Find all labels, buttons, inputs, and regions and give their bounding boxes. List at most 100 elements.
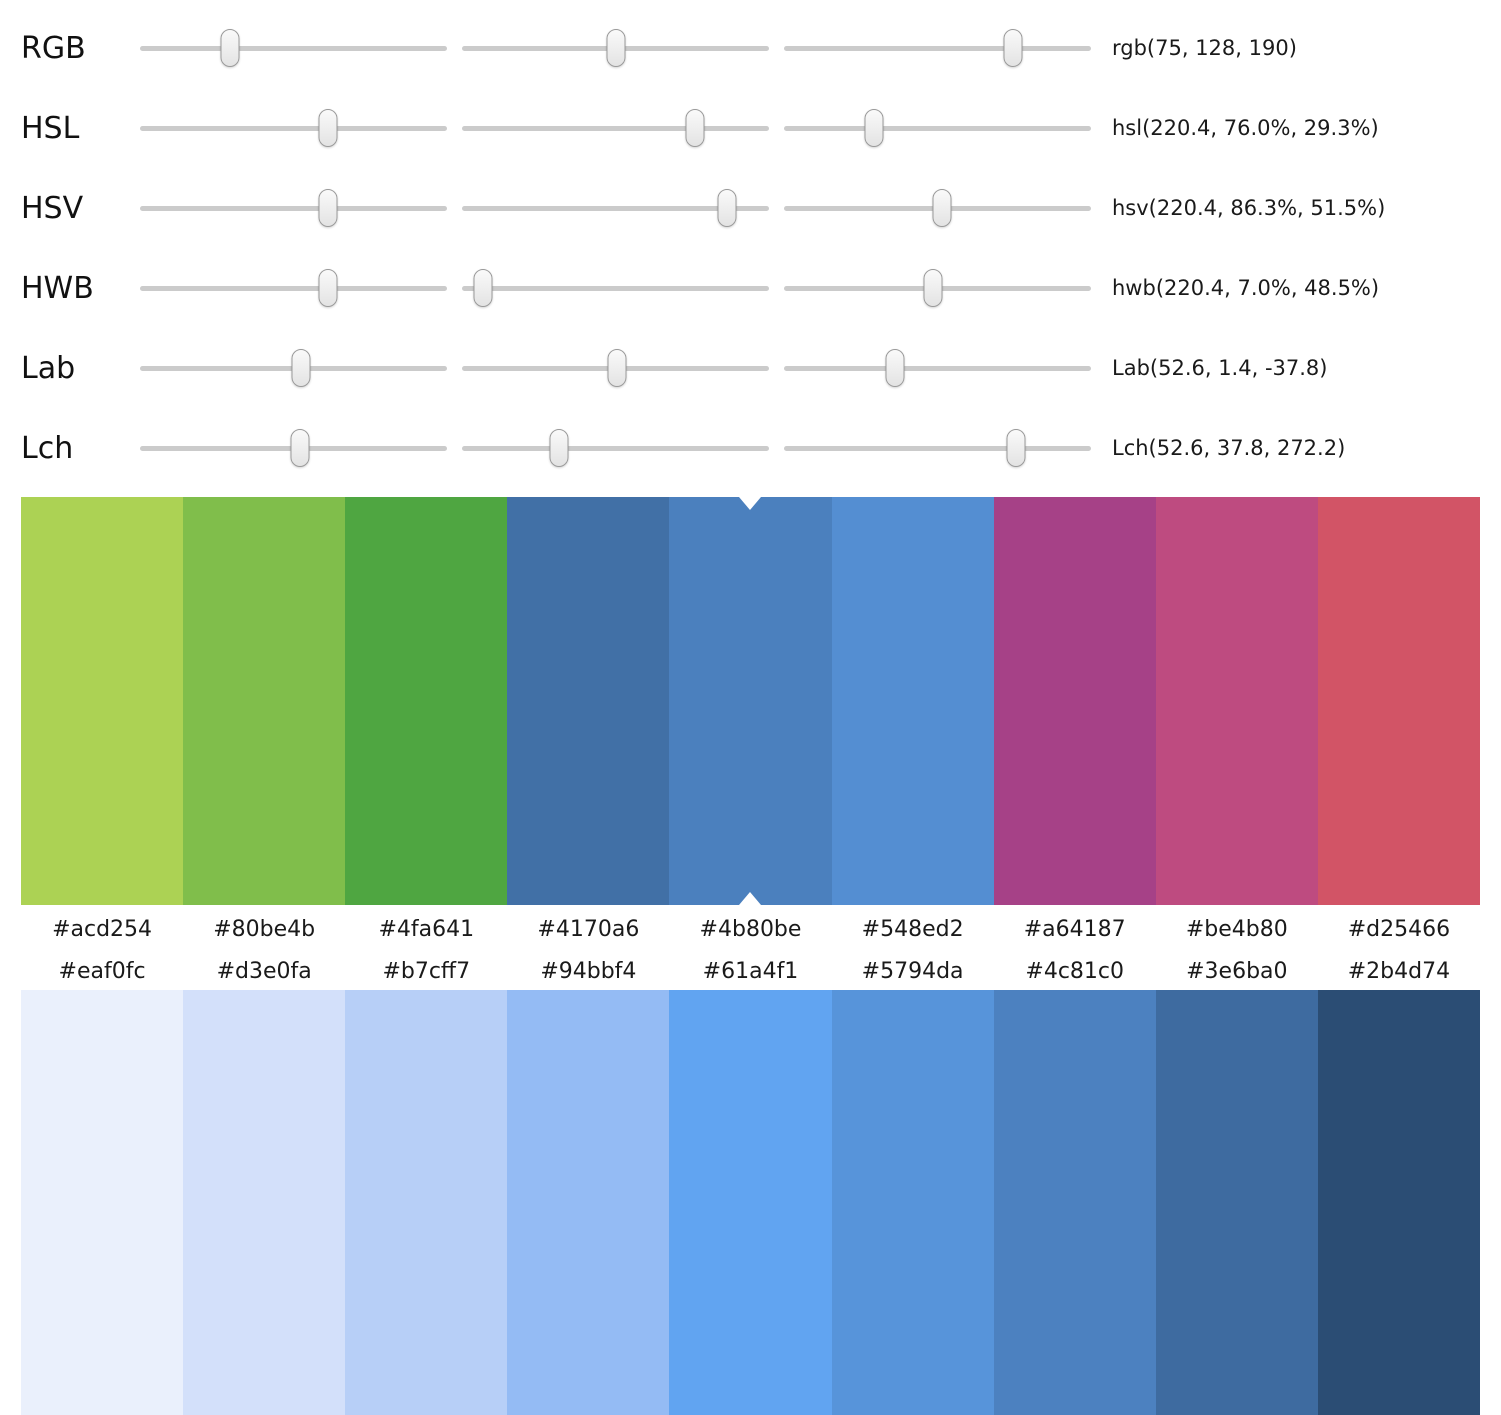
slider-lch-c[interactable] (462, 426, 769, 470)
shade-swatch-2[interactable] (345, 990, 508, 1415)
slider-hsl-s[interactable] (462, 106, 769, 150)
slider-lch-h[interactable] (784, 426, 1091, 470)
shade-hex-0: #eaf0fc (58, 959, 146, 984)
slider-row-lch: Lch Lch(52.6, 37.8, 272.2) (21, 408, 1501, 488)
hue-swatch-4-selected[interactable] (669, 497, 832, 905)
slider-lab-a[interactable] (462, 346, 769, 390)
selected-marker-top-icon (739, 497, 762, 510)
shade-hex-8: #2b4d74 (1347, 959, 1451, 984)
shade-palette (21, 990, 1480, 1415)
shade-swatch-5[interactable] (831, 990, 994, 1415)
slider-lch-l[interactable] (140, 426, 447, 470)
hue-hex-4: #4b80be (699, 916, 802, 942)
hue-hex-2: #4fa641 (378, 916, 475, 942)
hue-swatch-8[interactable] (1317, 497, 1480, 905)
shade-swatch-4[interactable] (669, 990, 832, 1415)
slider-row-lab: Lab Lab(52.6, 1.4, -37.8) (21, 328, 1501, 408)
hue-hex-1: #80be4b (213, 916, 316, 942)
shade-swatch-8[interactable] (1317, 990, 1480, 1415)
hsl-value-text: hsl(220.4, 76.0%, 29.3%) (1112, 116, 1379, 140)
slider-hsl-h[interactable] (140, 106, 447, 150)
slider-handle[interactable] (1006, 429, 1026, 467)
colorspace-label-hsv: HSV (21, 190, 84, 226)
hue-hex-6: #a64187 (1023, 916, 1126, 942)
hue-swatch-5[interactable] (831, 497, 994, 905)
hsl-tracks (140, 106, 1091, 150)
color-slider-panel: RGB rgb(75, 128, 190) HSL (0, 0, 1501, 488)
hue-hex-labels: #acd254 #80be4b #4fa641 #4170a6 #4b80be … (21, 905, 1480, 953)
slider-handle[interactable] (932, 189, 952, 227)
hue-swatch-2[interactable] (345, 497, 508, 905)
slider-row-hsv: HSV hsv(220.4, 86.3%, 51.5%) (21, 168, 1501, 248)
slider-handle[interactable] (864, 109, 884, 147)
shade-hex-labels: #eaf0fc #d3e0fa #b7cff7 #94bbf4 #61a4f1 … (21, 953, 1480, 990)
slider-lab-l[interactable] (140, 346, 447, 390)
slider-rgb-b[interactable] (784, 26, 1091, 70)
shade-hex-3: #94bbf4 (540, 959, 637, 984)
hue-swatch-6[interactable] (993, 497, 1156, 905)
rgb-value-text: rgb(75, 128, 190) (1112, 36, 1297, 60)
slider-handle[interactable] (291, 349, 311, 387)
slider-row-rgb: RGB rgb(75, 128, 190) (21, 8, 1501, 88)
slider-hsv-h[interactable] (140, 186, 447, 230)
hsv-value-text: hsv(220.4, 86.3%, 51.5%) (1112, 196, 1386, 220)
colorspace-label-lab: Lab (21, 350, 76, 386)
shade-hex-4: #61a4f1 (702, 959, 799, 984)
slider-rgb-r[interactable] (140, 26, 447, 70)
colorspace-label-rgb: RGB (21, 30, 86, 66)
slider-hwb-b[interactable] (784, 266, 1091, 310)
shade-swatch-1[interactable] (183, 990, 346, 1415)
shade-hex-2: #b7cff7 (382, 959, 471, 984)
slider-handle[interactable] (549, 429, 569, 467)
hwb-value-text: hwb(220.4, 7.0%, 48.5%) (1112, 276, 1380, 300)
slider-handle[interactable] (1003, 29, 1023, 67)
hue-palette (21, 497, 1480, 905)
lab-tracks (140, 346, 1091, 390)
hue-hex-0: #acd254 (52, 916, 153, 942)
hsv-tracks (140, 186, 1091, 230)
slider-hwb-h[interactable] (140, 266, 447, 310)
slider-row-hwb: HWB hwb(220.4, 7.0%, 48.5%) (21, 248, 1501, 328)
slider-handle[interactable] (318, 189, 338, 227)
slider-handle[interactable] (923, 269, 943, 307)
hue-swatch-7[interactable] (1155, 497, 1318, 905)
slider-handle[interactable] (318, 269, 338, 307)
slider-hsv-s[interactable] (462, 186, 769, 230)
shade-hex-6: #4c81c0 (1025, 959, 1125, 984)
lab-value-text: Lab(52.6, 1.4, -37.8) (1112, 356, 1328, 380)
shade-hex-5: #5794da (861, 959, 964, 984)
shade-swatch-6[interactable] (993, 990, 1156, 1415)
shade-hex-1: #d3e0fa (216, 959, 312, 984)
slider-handle[interactable] (885, 349, 905, 387)
slider-handle[interactable] (318, 109, 338, 147)
hue-swatch-1[interactable] (183, 497, 346, 905)
slider-hsl-l[interactable] (784, 106, 1091, 150)
slider-handle[interactable] (606, 29, 626, 67)
slider-rgb-g[interactable] (462, 26, 769, 70)
hue-hex-7: #be4b80 (1185, 916, 1288, 942)
hwb-tracks (140, 266, 1091, 310)
hue-swatch-0[interactable] (21, 497, 184, 905)
hue-hex-8: #d25466 (1347, 916, 1451, 942)
slider-handle[interactable] (685, 109, 705, 147)
lch-value-text: Lch(52.6, 37.8, 272.2) (1112, 436, 1346, 460)
slider-handle[interactable] (473, 269, 493, 307)
slider-handle[interactable] (717, 189, 737, 227)
selected-marker-bottom-icon (739, 892, 762, 905)
hue-hex-3: #4170a6 (537, 916, 640, 942)
hue-swatch-3[interactable] (507, 497, 670, 905)
colorspace-label-lch: Lch (21, 430, 74, 466)
hue-hex-5: #548ed2 (861, 916, 964, 942)
slider-handle[interactable] (220, 29, 240, 67)
shade-swatch-3[interactable] (507, 990, 670, 1415)
shade-swatch-0[interactable] (21, 990, 184, 1415)
slider-lab-b[interactable] (784, 346, 1091, 390)
colorspace-label-hwb: HWB (21, 270, 94, 306)
colorspace-label-hsl: HSL (21, 110, 80, 146)
slider-hwb-w[interactable] (462, 266, 769, 310)
slider-handle[interactable] (290, 429, 310, 467)
shade-swatch-7[interactable] (1155, 990, 1318, 1415)
slider-hsv-v[interactable] (784, 186, 1091, 230)
rgb-tracks (140, 26, 1091, 70)
slider-handle[interactable] (607, 349, 627, 387)
